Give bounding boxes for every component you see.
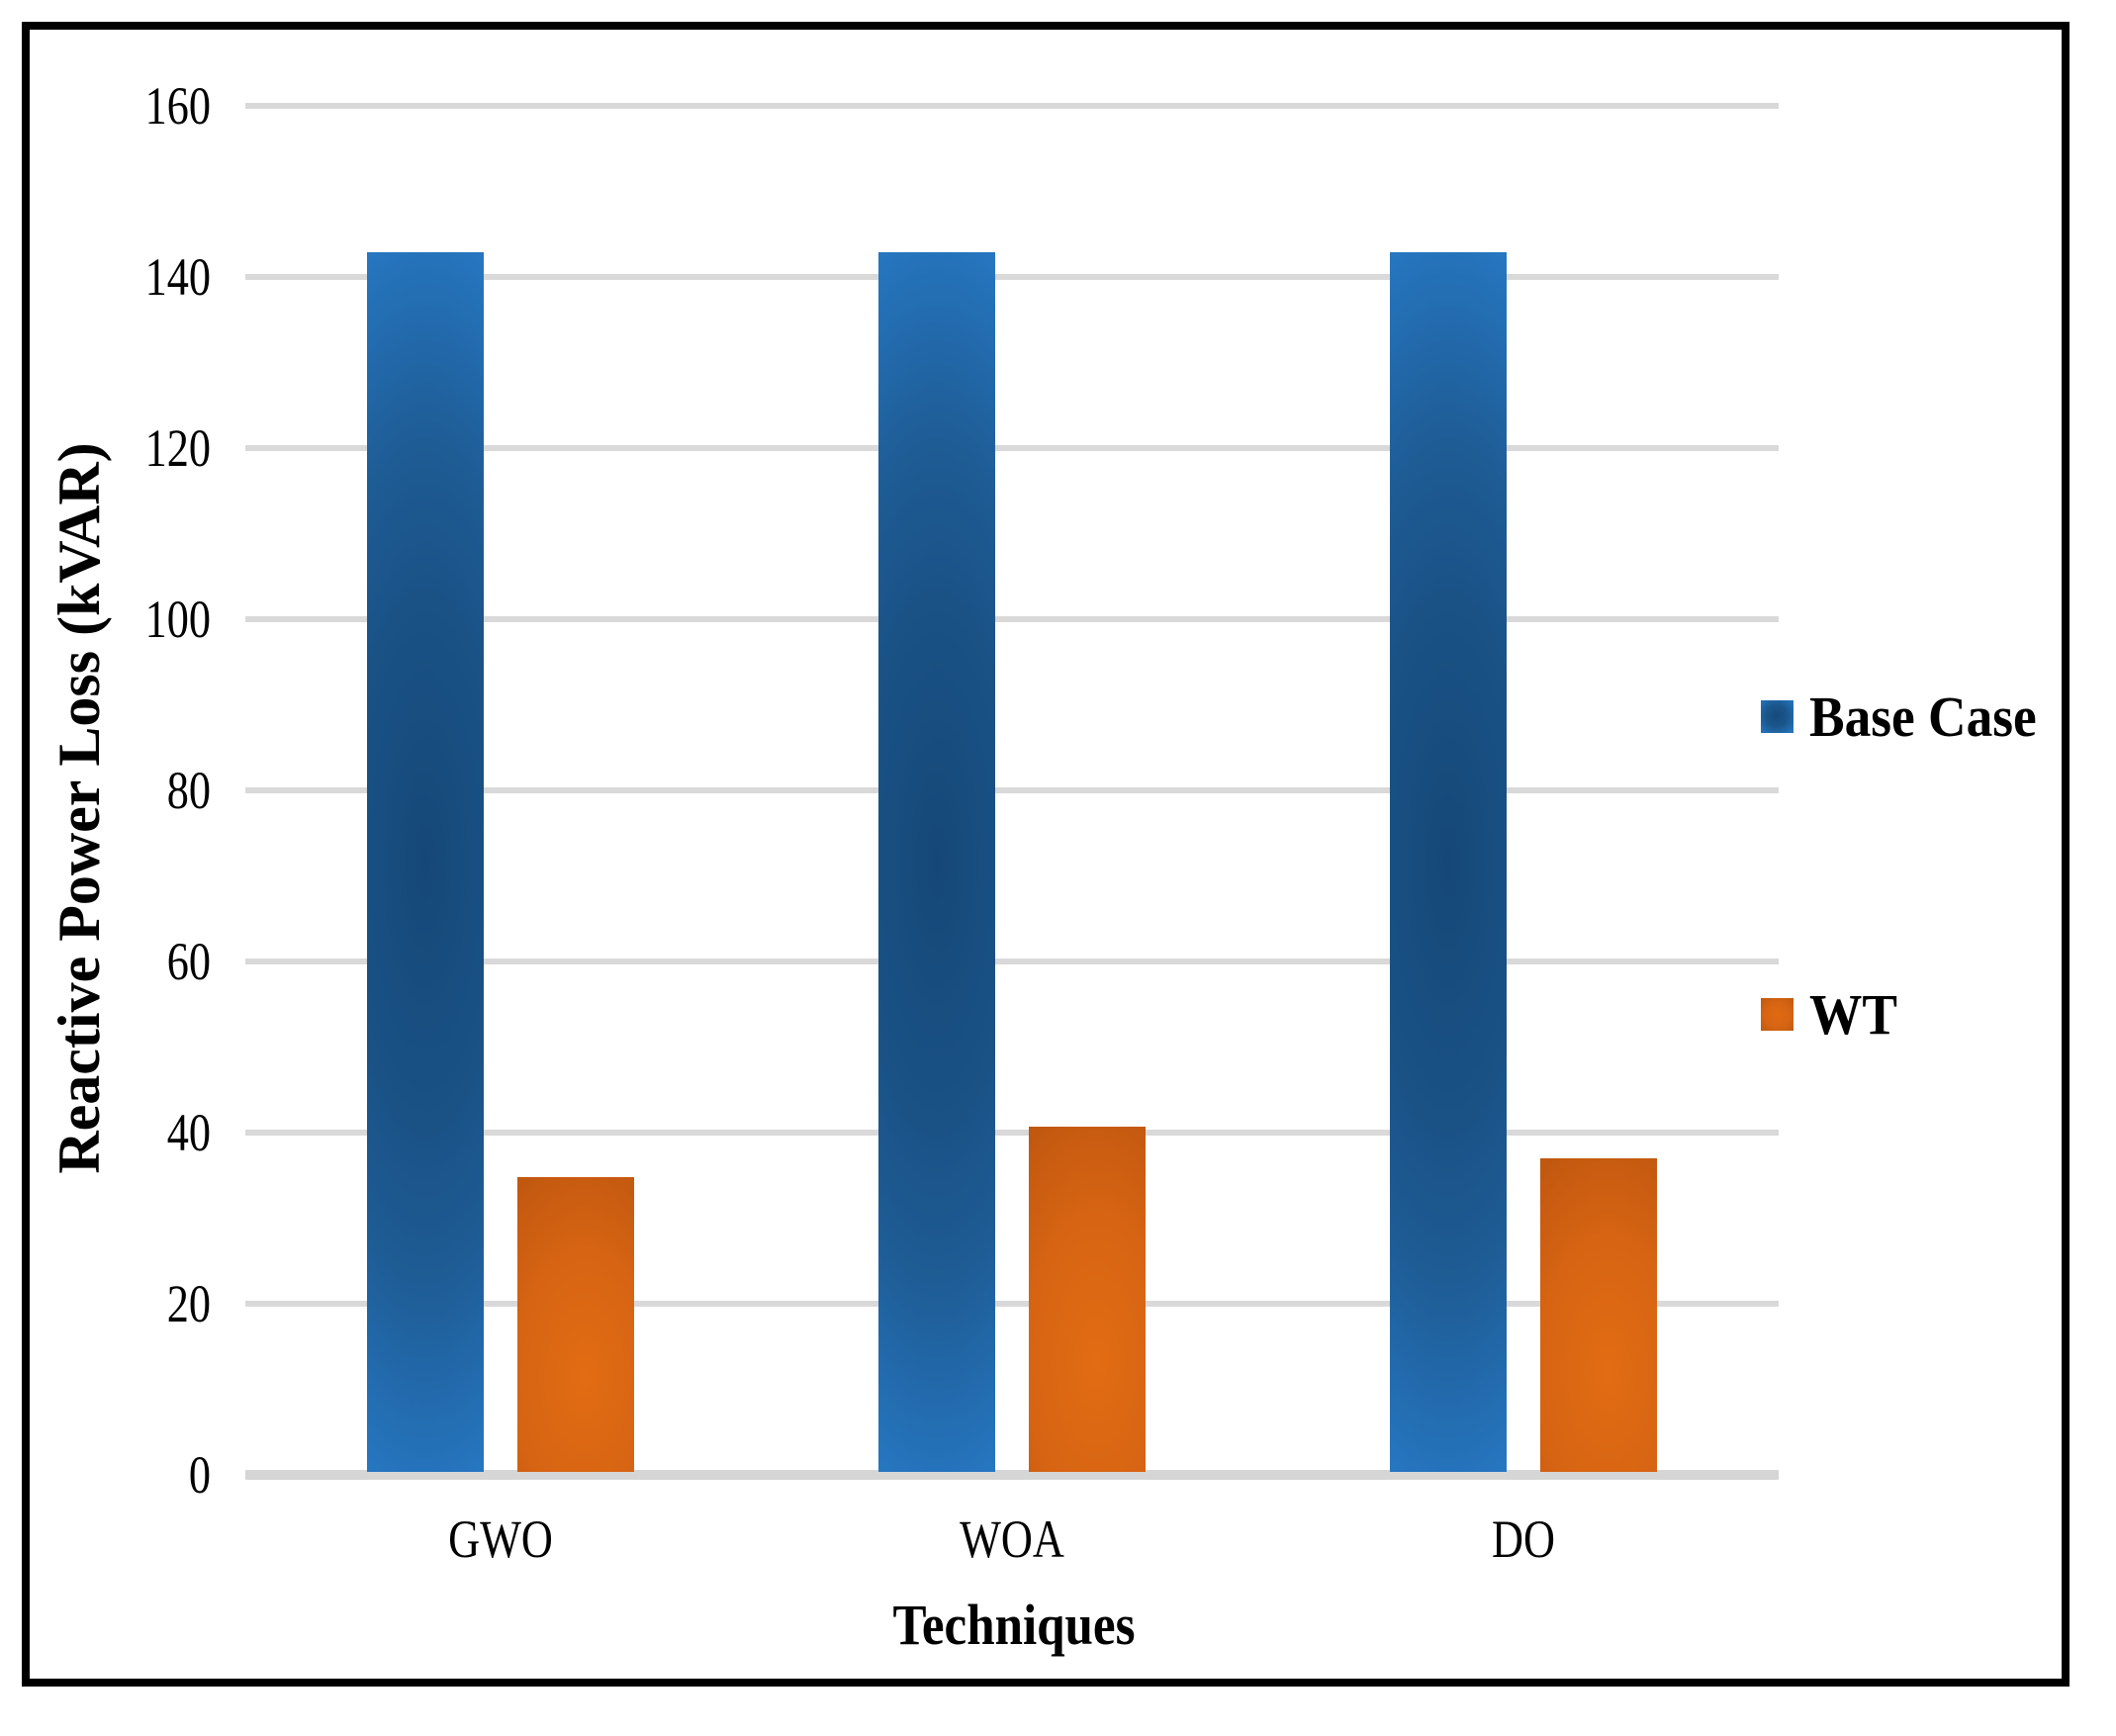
y-tick-label-20: 20: [166, 1274, 211, 1333]
y-tick-label-40: 40: [166, 1103, 211, 1162]
bar-wt-gwo: [517, 1176, 635, 1472]
y-tick-label-60: 60: [166, 932, 211, 991]
x-tick-label-woa: WOA: [960, 1509, 1064, 1569]
y-tick-label-0: 0: [188, 1445, 211, 1505]
bar-base-case-gwo: [367, 252, 485, 1472]
x-axis-title: Techniques: [892, 1593, 1136, 1657]
legend-label-base-case: Base Case: [1809, 684, 2037, 749]
gridline-40: [245, 1130, 1779, 1136]
y-tick-label-80: 80: [166, 761, 211, 820]
chart-outer-border: [22, 22, 2070, 1687]
gridline-80: [245, 787, 1779, 793]
bar-base-case-do: [1389, 252, 1507, 1472]
bar-base-case-woa: [878, 252, 995, 1472]
y-tick-label-140: 140: [144, 247, 211, 307]
gridline-120: [245, 445, 1779, 451]
bar-wt-woa: [1029, 1127, 1146, 1472]
y-tick-label-120: 120: [144, 418, 211, 478]
legend-label-wt: WT: [1809, 981, 1897, 1047]
gridline-100: [245, 616, 1779, 622]
x-axis-line: [245, 1470, 1779, 1480]
bar-wt-do: [1539, 1157, 1657, 1472]
legend-item-wt: WT: [1761, 982, 1905, 1047]
gridline-60: [245, 959, 1779, 964]
y-tick-label-100: 100: [144, 590, 211, 649]
y-tick-label-160: 160: [144, 76, 211, 136]
gridline-140: [245, 274, 1779, 280]
legend-swatch-wt-icon: [1761, 997, 1794, 1031]
gridline-20: [245, 1301, 1779, 1307]
x-tick-label-do: DO: [1491, 1509, 1555, 1569]
gridline-160: [245, 103, 1779, 109]
x-tick-label-gwo: GWO: [448, 1509, 554, 1569]
legend-item-base-case: Base Case: [1761, 685, 2057, 749]
legend-swatch-base-case-icon: [1761, 699, 1794, 733]
